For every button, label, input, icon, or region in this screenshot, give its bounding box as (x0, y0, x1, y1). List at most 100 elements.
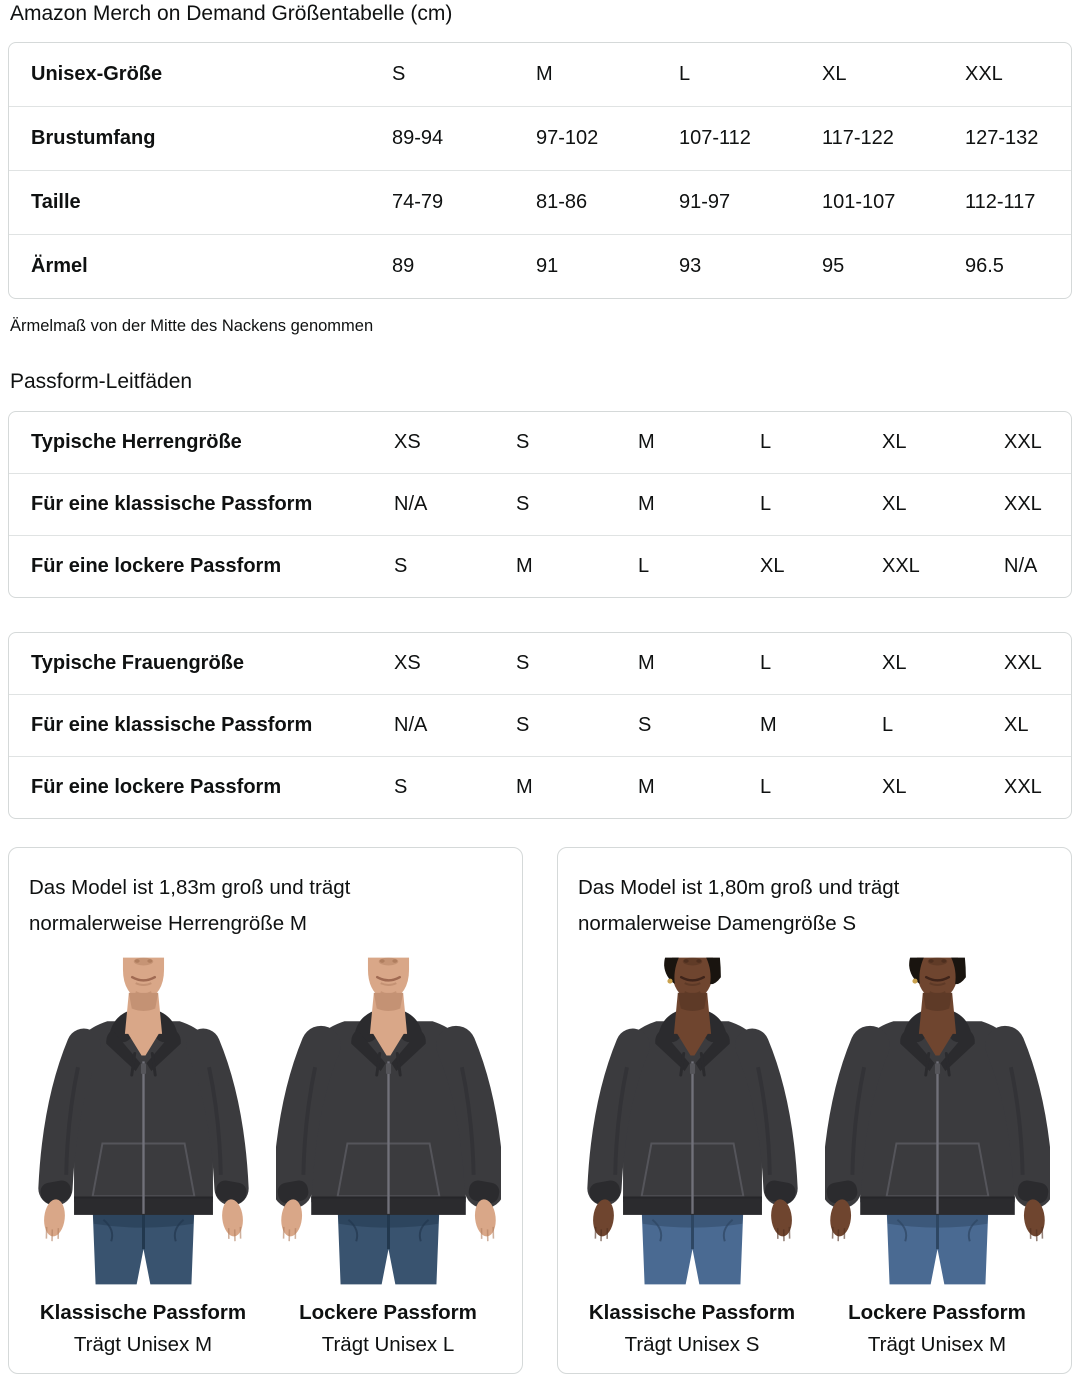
table-row: Für eine lockere Passform S M L XL XXL N… (9, 535, 1071, 597)
size-cell: XL (752, 535, 874, 597)
unisex-size-table-card: Unisex-Größe S M L XL XXL Brustumfang 89… (8, 42, 1072, 299)
fit-size-label: Trägt Unisex S (624, 1333, 760, 1356)
model-description: Das Model ist 1,83m groß und trägt norma… (29, 870, 502, 942)
classic-fit-figure: Klassische Passform Trägt Unisex S (578, 954, 806, 1359)
size-cell: XXL (996, 756, 1071, 818)
size-cell: 96.5 (957, 234, 1071, 298)
row-label: Typische Herrengröße (31, 431, 242, 453)
model-description-line: Das Model ist 1,80m groß und trägt (578, 876, 900, 899)
model-description-line: Das Model ist 1,83m groß und trägt (29, 876, 351, 899)
size-cell: 117-122 (814, 106, 957, 171)
size-cell: M (638, 652, 655, 674)
fit-guides-heading: Passform-Leitfäden (10, 370, 193, 393)
size-cell: XXL (996, 473, 1071, 536)
size-cell: XL (882, 652, 907, 674)
size-cell: XL (874, 473, 996, 536)
loose-fit-figure: Lockere Passform Trägt Unisex L (274, 954, 502, 1359)
size-cell: N/A (386, 694, 508, 757)
table-row: Typische Herrengröße XS S M L XL XXL (9, 412, 1071, 474)
row-label: Für eine klassische Passform (9, 473, 386, 536)
womens-fit-table: Typische Frauengröße XS S M L XL XXL Für… (9, 633, 1071, 818)
size-cell: L (760, 431, 772, 453)
row-label: Für eine klassische Passform (9, 694, 386, 757)
fit-caption: Lockere Passform (848, 1301, 1026, 1324)
model-cards: Das Model ist 1,83m groß und trägt norma… (8, 847, 1072, 1374)
size-cell: L (874, 694, 996, 757)
size-cell: S (386, 535, 508, 597)
size-cell: XL (822, 63, 847, 85)
model-photo-female-classic (578, 954, 806, 1288)
size-cell: L (630, 535, 752, 597)
size-cell: 93 (671, 234, 814, 298)
fit-caption: Klassische Passform (39, 1301, 247, 1324)
size-cell: 74-79 (384, 170, 528, 235)
size-cell: 89-94 (384, 106, 528, 171)
size-cell: M (536, 63, 553, 85)
model-photo-male-loose (274, 954, 502, 1288)
size-cell: 89 (384, 234, 528, 298)
row-label: Für eine lockere Passform (9, 535, 386, 597)
size-cell: 91-97 (671, 170, 814, 235)
size-cell: S (508, 473, 630, 536)
size-cell: XXL (1004, 652, 1042, 674)
size-cell: 95 (814, 234, 957, 298)
size-cell: XS (394, 431, 421, 453)
size-cell: M (630, 756, 752, 818)
size-cell: M (508, 756, 630, 818)
size-cell: N/A (996, 535, 1071, 597)
size-cell: 107-112 (671, 106, 814, 171)
size-cell: XL (882, 431, 907, 453)
sleeve-measure-note: Ärmelmaß von der Mitte des Nackens genom… (10, 317, 374, 335)
row-label: Ärmel (9, 234, 384, 298)
page-title: Amazon Merch on Demand Größentabelle (cm… (10, 2, 453, 25)
row-label: Unisex-Größe (31, 63, 163, 85)
table-row: Für eine klassische Passform N/A S S M L… (9, 694, 1071, 757)
table-row: Ärmel 89 91 93 95 96.5 (9, 234, 1071, 298)
size-cell: 127-132 (957, 106, 1071, 171)
model-description-line: normalerweise Damengröße S (578, 912, 857, 935)
size-cell: L (760, 652, 772, 674)
table-row: Für eine klassische Passform N/A S M L X… (9, 473, 1071, 536)
size-cell: 91 (528, 234, 671, 298)
size-cell: XS (394, 652, 421, 674)
loose-fit-figure: Lockere Passform Trägt Unisex M (823, 954, 1051, 1359)
table-row: Für eine lockere Passform S M M L XL XXL (9, 756, 1071, 818)
model-photo-male-classic (29, 954, 257, 1288)
model-description: Das Model ist 1,80m groß und trägt norma… (578, 870, 1051, 942)
size-cell: 112-117 (957, 170, 1071, 235)
womens-fit-table-card: Typische Frauengröße XS S M L XL XXL Für… (8, 632, 1072, 819)
size-cell: XXL (874, 535, 996, 597)
fit-caption: Lockere Passform (299, 1301, 477, 1324)
mens-model-card: Das Model ist 1,83m groß und trägt norma… (8, 847, 523, 1374)
classic-fit-figure: Klassische Passform Trägt Unisex M (29, 954, 257, 1359)
size-cell: L (752, 473, 874, 536)
size-cell: N/A (386, 473, 508, 536)
size-cell: XXL (965, 63, 1003, 85)
size-cell: S (392, 63, 406, 85)
size-cell: S (508, 694, 630, 757)
table-row: Brustumfang 89-94 97-102 107-112 117-122… (9, 106, 1071, 171)
mens-fit-table: Typische Herrengröße XS S M L XL XXL Für… (9, 412, 1071, 597)
size-cell: S (516, 431, 530, 453)
fit-size-label: Trägt Unisex M (73, 1333, 213, 1356)
table-row: Unisex-Größe S M L XL XXL (9, 43, 1071, 107)
size-cell: S (630, 694, 752, 757)
size-cell: XL (874, 756, 996, 818)
model-photo-female-loose (823, 954, 1051, 1288)
size-cell: 81-86 (528, 170, 671, 235)
size-cell: M (630, 473, 752, 536)
size-cell: 97-102 (528, 106, 671, 171)
row-label: Für eine lockere Passform (9, 756, 386, 818)
row-label: Taille (9, 170, 384, 235)
size-cell: XXL (1004, 431, 1042, 453)
row-label: Typische Frauengröße (31, 652, 245, 674)
size-cell: M (752, 694, 874, 757)
row-label: Brustumfang (9, 106, 384, 171)
fit-figures: Klassische Passform Trägt Unisex S (578, 954, 1051, 1359)
fit-size-label: Trägt Unisex M (867, 1333, 1007, 1356)
table-row: Taille 74-79 81-86 91-97 101-107 112-117 (9, 170, 1071, 235)
size-cell: M (638, 431, 655, 453)
size-cell: L (679, 63, 691, 85)
size-cell: S (516, 652, 530, 674)
